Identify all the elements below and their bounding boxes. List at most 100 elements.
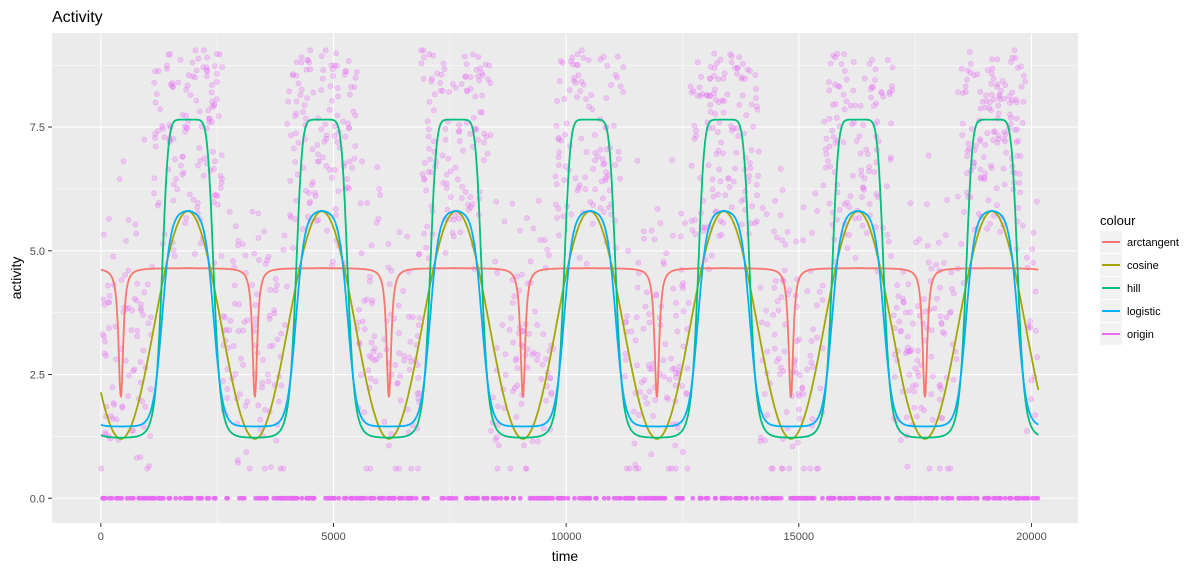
origin-point bbox=[734, 70, 740, 77]
origin-point bbox=[346, 158, 353, 165]
origin-point bbox=[479, 109, 485, 116]
origin-point bbox=[644, 400, 650, 407]
origin-point bbox=[643, 495, 649, 501]
origin-point bbox=[707, 63, 714, 70]
origin-point bbox=[913, 382, 919, 388]
origin-point bbox=[947, 465, 954, 472]
origin-point bbox=[101, 495, 107, 501]
origin-point bbox=[764, 348, 771, 355]
origin-point bbox=[691, 122, 698, 129]
x-tick-label: 5000 bbox=[321, 531, 345, 543]
origin-point bbox=[219, 64, 225, 70]
origin-point bbox=[161, 134, 168, 141]
origin-point bbox=[152, 495, 158, 501]
origin-point bbox=[718, 231, 725, 238]
origin-point bbox=[170, 247, 177, 254]
origin-point bbox=[1027, 324, 1034, 331]
origin-point bbox=[130, 368, 137, 374]
origin-point bbox=[310, 179, 316, 186]
origin-point bbox=[705, 495, 711, 501]
origin-point bbox=[1022, 78, 1029, 85]
origin-point bbox=[469, 495, 475, 501]
origin-point bbox=[426, 98, 433, 105]
origin-point bbox=[306, 200, 313, 207]
origin-point bbox=[288, 132, 294, 139]
origin-point bbox=[968, 126, 975, 132]
origin-point bbox=[984, 67, 991, 73]
origin-point bbox=[664, 396, 671, 403]
origin-point bbox=[217, 173, 224, 179]
origin-point bbox=[589, 220, 596, 227]
origin-point bbox=[598, 178, 605, 185]
origin-point bbox=[463, 87, 470, 94]
origin-point bbox=[778, 294, 785, 301]
origin-point bbox=[359, 318, 366, 325]
origin-point bbox=[642, 303, 649, 310]
origin-point bbox=[415, 322, 422, 329]
origin-point bbox=[226, 208, 233, 215]
origin-point bbox=[456, 127, 463, 134]
origin-point bbox=[643, 289, 650, 296]
origin-point bbox=[141, 289, 148, 296]
origin-point bbox=[479, 72, 486, 79]
origin-point bbox=[543, 397, 550, 404]
origin-point bbox=[948, 309, 954, 315]
origin-point bbox=[728, 495, 733, 501]
origin-point bbox=[781, 348, 788, 355]
origin-point bbox=[834, 50, 841, 57]
origin-point bbox=[662, 341, 669, 348]
origin-point bbox=[961, 495, 967, 501]
origin-point bbox=[556, 149, 563, 156]
origin-point bbox=[856, 133, 863, 140]
origin-point bbox=[375, 215, 382, 222]
origin-point bbox=[779, 465, 786, 472]
origin-point bbox=[995, 102, 1002, 109]
origin-point bbox=[277, 465, 284, 472]
origin-point bbox=[636, 411, 642, 418]
origin-point bbox=[886, 89, 893, 95]
origin-point bbox=[859, 222, 866, 229]
origin-point bbox=[293, 197, 299, 204]
origin-point bbox=[804, 288, 811, 295]
origin-point bbox=[303, 66, 310, 73]
origin-point bbox=[361, 297, 368, 304]
origin-point bbox=[995, 136, 1002, 143]
origin-point bbox=[680, 280, 687, 286]
origin-point bbox=[333, 63, 340, 69]
origin-point bbox=[800, 390, 807, 397]
origin-point bbox=[913, 413, 920, 420]
origin-point bbox=[220, 378, 226, 384]
origin-point bbox=[673, 299, 679, 306]
origin-point bbox=[585, 57, 592, 63]
origin-point bbox=[980, 154, 987, 160]
origin-point bbox=[786, 287, 793, 293]
origin-point bbox=[445, 155, 452, 162]
origin-point bbox=[863, 495, 869, 501]
origin-point bbox=[914, 369, 921, 376]
origin-point bbox=[189, 495, 194, 501]
origin-point bbox=[218, 152, 225, 159]
origin-point bbox=[961, 208, 967, 215]
origin-point bbox=[460, 147, 466, 154]
origin-point bbox=[110, 400, 117, 406]
origin-point bbox=[705, 162, 712, 169]
origin-point bbox=[300, 108, 306, 115]
origin-point bbox=[962, 88, 969, 95]
origin-point bbox=[137, 495, 143, 501]
origin-point bbox=[642, 394, 648, 400]
origin-point bbox=[717, 178, 724, 185]
origin-point bbox=[590, 202, 596, 208]
origin-point bbox=[593, 495, 598, 501]
origin-point bbox=[902, 495, 907, 501]
origin-point bbox=[988, 80, 995, 87]
origin-point bbox=[840, 91, 847, 98]
origin-point bbox=[342, 133, 349, 140]
origin-point bbox=[668, 465, 675, 472]
origin-point bbox=[679, 383, 686, 389]
origin-point bbox=[753, 181, 760, 188]
origin-point bbox=[566, 87, 573, 93]
origin-point bbox=[709, 125, 716, 131]
origin-point bbox=[696, 84, 703, 91]
origin-point bbox=[194, 204, 201, 211]
origin-point bbox=[458, 195, 465, 201]
